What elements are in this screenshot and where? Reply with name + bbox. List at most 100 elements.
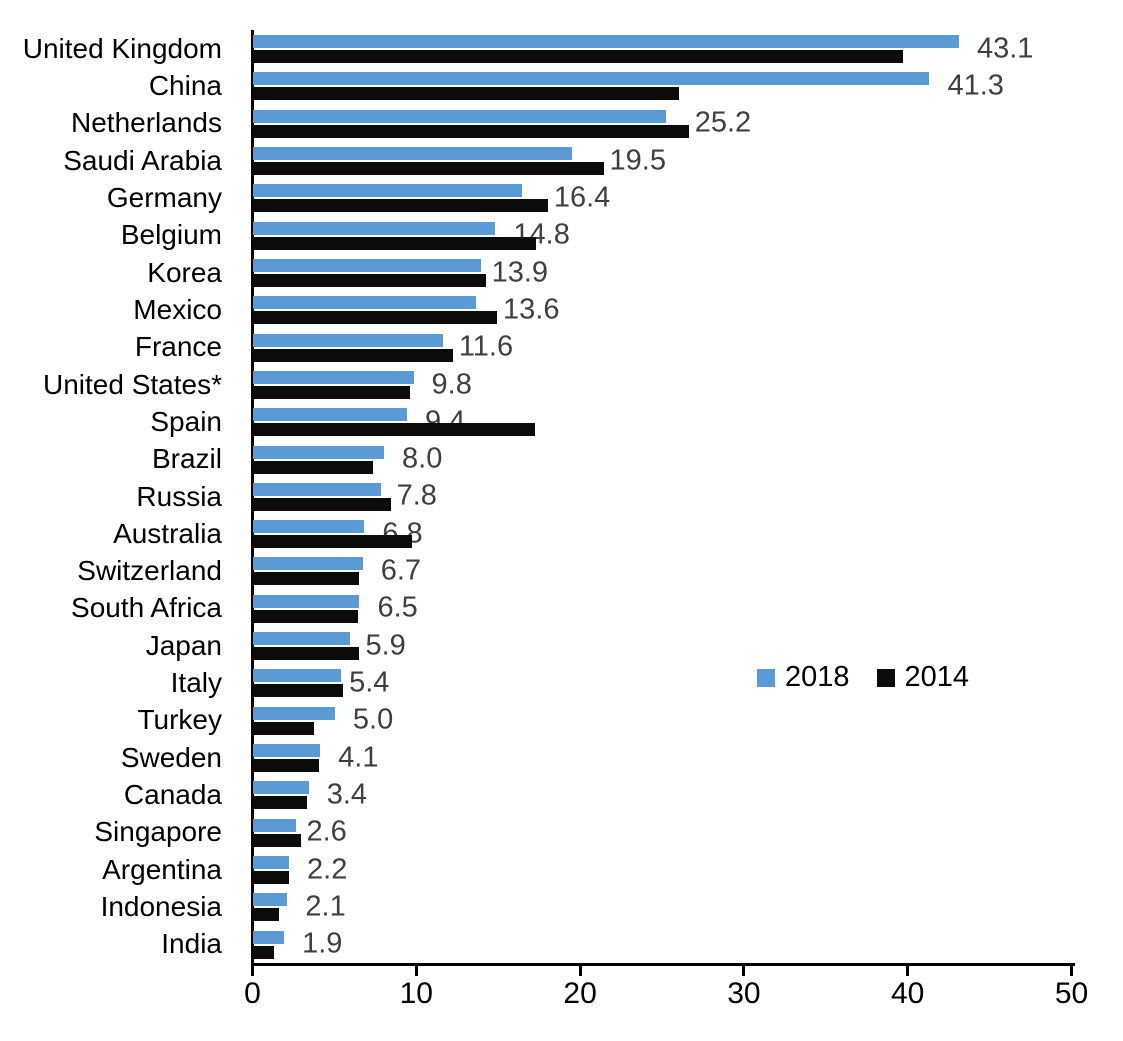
bar-2014 bbox=[253, 87, 679, 101]
bar-2014 bbox=[253, 572, 360, 586]
bar-row: 13.6 bbox=[253, 291, 1072, 328]
value-label: 11.6 bbox=[458, 330, 514, 363]
x-tick bbox=[578, 966, 582, 976]
value-label: 13.6 bbox=[503, 293, 560, 326]
bar-2018 bbox=[253, 856, 290, 870]
category-label: Italy bbox=[170, 667, 222, 699]
bar-2014 bbox=[253, 199, 548, 213]
category-label: India bbox=[161, 928, 222, 960]
category-label: Saudi Arabia bbox=[63, 144, 222, 176]
bar-2014 bbox=[253, 945, 275, 959]
bar-2014 bbox=[253, 497, 391, 511]
x-tick bbox=[1070, 966, 1073, 976]
category-label: Russia bbox=[136, 480, 222, 512]
category-label: United Kingdom bbox=[22, 32, 222, 64]
value-label: 6.5 bbox=[377, 591, 418, 624]
value-label: 13.9 bbox=[491, 256, 549, 289]
bar-2018 bbox=[253, 184, 522, 198]
bar-row: 14.8 bbox=[253, 217, 1072, 254]
bar-row: 11.6 bbox=[253, 329, 1072, 366]
x-tick bbox=[251, 966, 254, 976]
category-label: Brazil bbox=[151, 443, 222, 475]
bar-2018 bbox=[253, 333, 443, 347]
category-label: Indonesia bbox=[100, 891, 222, 923]
bar-2018 bbox=[253, 557, 363, 571]
category-label: France bbox=[134, 331, 222, 363]
bar-2018 bbox=[253, 594, 360, 608]
bar-2014 bbox=[253, 236, 537, 250]
x-tick bbox=[742, 966, 746, 976]
x-tick-label: 0 bbox=[244, 977, 261, 1010]
bar-row: 13.9 bbox=[253, 254, 1072, 291]
bar-row: 4.1 bbox=[253, 739, 1072, 776]
x-tick-label: 20 bbox=[563, 977, 597, 1010]
bar-2018 bbox=[253, 706, 335, 720]
bar-2018 bbox=[253, 109, 666, 123]
bar-row: 25.2 bbox=[253, 105, 1072, 142]
bar-row: 9.8 bbox=[253, 366, 1072, 403]
value-label: 19.5 bbox=[609, 144, 666, 177]
bar-2018 bbox=[253, 221, 496, 235]
bar-2014 bbox=[253, 833, 301, 847]
bar-row: 5.0 bbox=[253, 702, 1072, 739]
value-label: 2.1 bbox=[305, 890, 346, 923]
bar-2018 bbox=[253, 632, 350, 646]
bar-row: 2.1 bbox=[253, 888, 1072, 925]
bar-2014 bbox=[253, 460, 373, 474]
value-label: 43.1 bbox=[976, 32, 1034, 65]
bar-2014 bbox=[253, 50, 904, 63]
value-label: 3.4 bbox=[326, 778, 368, 811]
bar-2018 bbox=[253, 520, 365, 534]
value-label: 4.1 bbox=[338, 741, 379, 774]
value-label: 6.7 bbox=[380, 554, 422, 587]
bar-2018 bbox=[253, 408, 407, 422]
value-label: 16.4 bbox=[553, 181, 611, 214]
category-label: Spain bbox=[150, 405, 222, 437]
bar-2018 bbox=[253, 930, 285, 944]
bar-2014 bbox=[253, 721, 314, 735]
bar-row: 5.4 bbox=[253, 664, 1072, 701]
legend-swatch-2018 bbox=[757, 668, 775, 687]
category-label: Netherlands bbox=[71, 107, 222, 139]
category-label: South Africa bbox=[71, 592, 222, 624]
bar-2014 bbox=[253, 385, 411, 399]
bar-2018 bbox=[253, 296, 476, 310]
category-label: Singapore bbox=[94, 816, 222, 848]
x-tick-label: 10 bbox=[399, 977, 433, 1010]
category-label: Argentina bbox=[102, 853, 222, 885]
bar-row: 9.4 bbox=[253, 403, 1072, 440]
bar-row: 41.3 bbox=[253, 67, 1072, 104]
bar-2014 bbox=[253, 684, 344, 698]
bar-2014 bbox=[253, 124, 689, 138]
legend-item-2018: 2018 bbox=[757, 663, 850, 692]
bar-2014 bbox=[253, 871, 290, 885]
bar-row: 2.6 bbox=[253, 814, 1072, 851]
bar-2018 bbox=[253, 893, 288, 907]
bar-2014 bbox=[253, 535, 412, 549]
value-label: 9.8 bbox=[431, 368, 472, 401]
bar-2014 bbox=[253, 908, 280, 922]
bar-2014 bbox=[253, 161, 604, 175]
bar-row: 5.9 bbox=[253, 627, 1072, 664]
x-tick-label: 50 bbox=[1054, 977, 1089, 1010]
bar-row: 1.9 bbox=[253, 926, 1072, 963]
bar-row: 7.8 bbox=[253, 478, 1072, 515]
legend-label-2018: 2018 bbox=[785, 661, 850, 693]
category-label: Korea bbox=[147, 256, 222, 288]
category-label: China bbox=[148, 69, 222, 101]
bar-2018 bbox=[253, 72, 930, 86]
bar-2014 bbox=[253, 273, 486, 287]
bar-row: 43.1 bbox=[253, 30, 1072, 67]
bar-row: 19.5 bbox=[253, 142, 1072, 179]
category-label: Sweden bbox=[120, 741, 222, 773]
legend: 2018 2014 bbox=[757, 663, 969, 692]
bar-2014 bbox=[253, 796, 308, 810]
x-axis-line bbox=[251, 963, 1075, 966]
legend-item-2014: 2014 bbox=[876, 663, 969, 692]
value-label: 2.6 bbox=[306, 815, 347, 848]
value-label: 25.2 bbox=[694, 106, 752, 139]
bar-2018 bbox=[253, 258, 481, 272]
category-label: Belgium bbox=[120, 219, 222, 251]
category-label: Japan bbox=[145, 629, 222, 661]
